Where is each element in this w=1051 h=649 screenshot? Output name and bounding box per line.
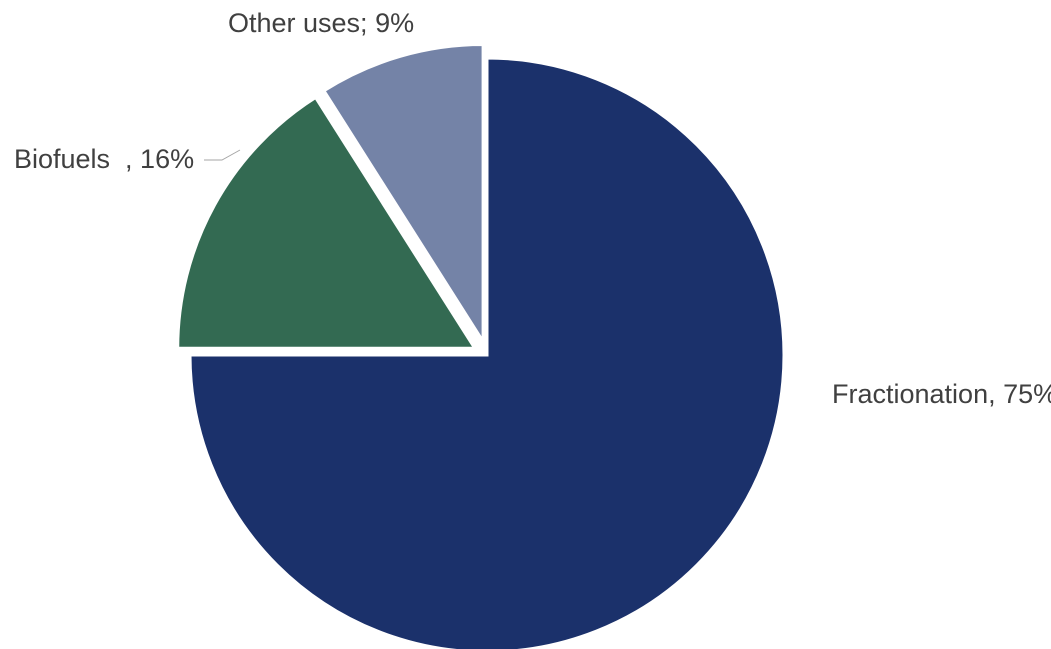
leader-line-biofuels xyxy=(204,149,241,161)
data-label-fractionation: Fractionation, 75% xyxy=(832,379,1051,409)
data-label-other-uses: Other uses; 9% xyxy=(228,8,414,38)
labels-layer: Fractionation, 75% Biofuels , 16% Other us… xyxy=(14,8,1051,409)
pie-slice-other-uses xyxy=(321,43,485,347)
pie-slice-biofuels xyxy=(176,95,478,350)
leader-lines xyxy=(204,149,241,161)
data-label-biofuels: Biofuels , 16% xyxy=(14,144,194,174)
slices-layer xyxy=(176,43,786,649)
pie-slice-fractionation xyxy=(188,56,786,649)
